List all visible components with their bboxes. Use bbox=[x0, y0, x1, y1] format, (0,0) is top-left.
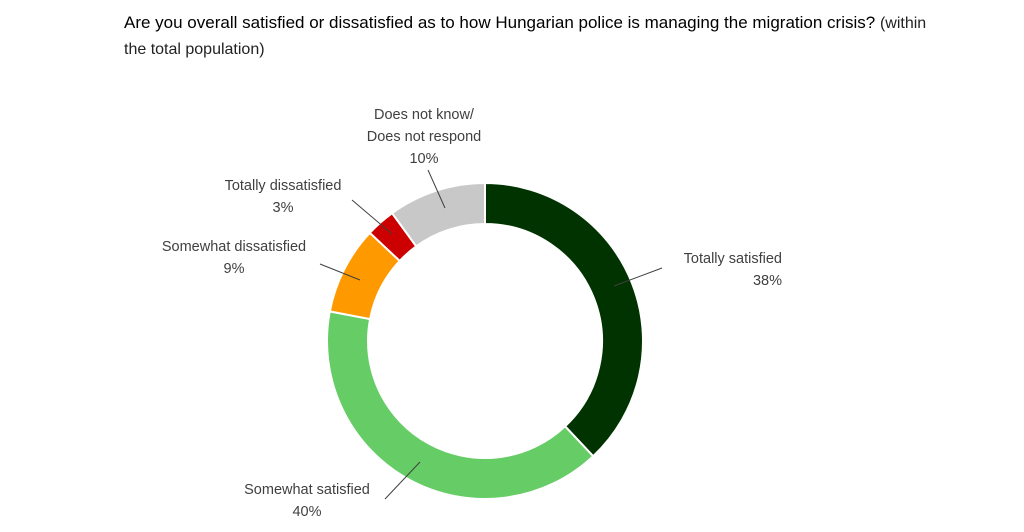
leader-line bbox=[613, 267, 663, 287]
slice-value-label: 9% bbox=[224, 261, 245, 277]
donut-slice-totally-satisfied bbox=[484, 181, 644, 458]
slice-category-label: Does not know/ bbox=[374, 107, 475, 123]
slice-category-label: Totally satisfied bbox=[684, 251, 782, 267]
slice-category-label: Somewhat satisfied bbox=[244, 482, 370, 498]
slice-value-label: 38% bbox=[753, 273, 782, 289]
slice-labels: Totally satisfied 38% Somewhat satisfied 40… bbox=[162, 107, 782, 520]
slice-value-label: 3% bbox=[273, 200, 294, 216]
slice-label: Totally satisfied 38% bbox=[684, 251, 782, 289]
slice-category-label: Does not respond bbox=[367, 129, 481, 145]
slice-category-label: Totally dissatisfied bbox=[225, 178, 342, 194]
slice-value-label: 10% bbox=[409, 151, 438, 167]
leader-line bbox=[427, 169, 446, 209]
slice-label: Does not know/Does not respond 10% bbox=[367, 107, 481, 167]
slice-label: Totally dissatisfied 3% bbox=[225, 178, 342, 216]
slice-label: Somewhat satisfied 40% bbox=[244, 482, 370, 520]
leader-line bbox=[319, 263, 361, 281]
leader-lines bbox=[319, 169, 663, 500]
donut-slice-does-not-know-does-not-respond bbox=[390, 181, 486, 248]
leader-line bbox=[351, 199, 393, 235]
slice-category-label: Somewhat dissatisfied bbox=[162, 239, 306, 255]
chart-title: Are you overall satisfied or dissatisfie… bbox=[124, 10, 944, 62]
slice-label: Somewhat dissatisfied 9% bbox=[162, 239, 306, 277]
donut-slice-somewhat-satisfied bbox=[326, 310, 595, 500]
slice-value-label: 40% bbox=[292, 504, 321, 520]
leader-line bbox=[384, 461, 421, 500]
chart-title-main: Are you overall satisfied or dissatisfie… bbox=[124, 13, 876, 32]
chart-title-sub: (within the total population) bbox=[124, 15, 927, 58]
donut-slices bbox=[326, 181, 644, 500]
